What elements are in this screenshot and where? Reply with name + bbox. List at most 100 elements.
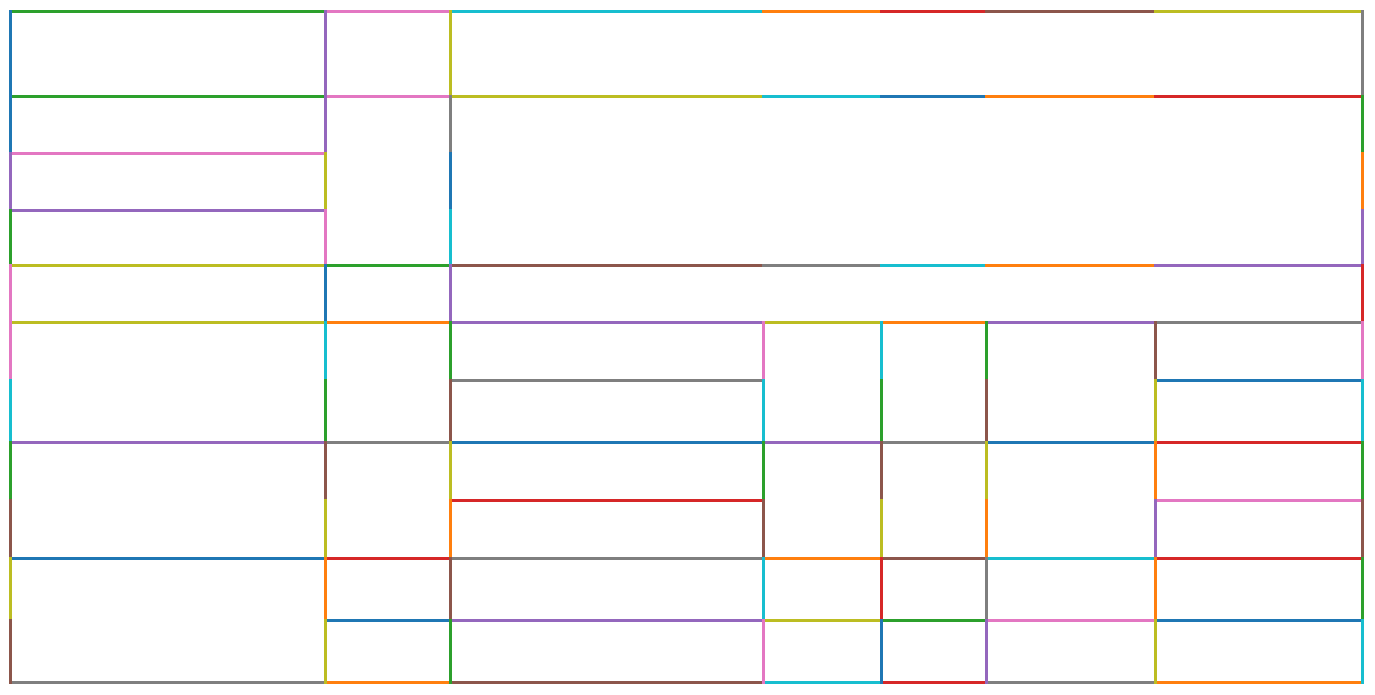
h-line-segment — [879, 263, 988, 267]
v-line-segment — [984, 378, 988, 444]
h-line-segment — [879, 9, 988, 13]
h-line-segment — [8, 320, 327, 324]
v-line-segment — [761, 556, 765, 622]
v-line-segment — [323, 208, 327, 267]
v-line-segment — [1360, 208, 1364, 267]
h-line-segment — [323, 556, 452, 560]
h-line-segment — [8, 680, 327, 684]
v-line-segment — [984, 618, 988, 684]
v-line-segment — [1153, 498, 1157, 560]
h-line-segment — [448, 556, 765, 560]
h-line-segment — [448, 9, 765, 13]
v-line-segment — [1360, 378, 1364, 444]
v-line-segment — [323, 440, 327, 502]
h-line-segment — [984, 618, 1157, 622]
v-line-segment — [8, 618, 12, 684]
v-line-segment — [1360, 263, 1364, 324]
h-line-segment — [879, 556, 988, 560]
h-line-segment — [879, 680, 988, 684]
h-line-segment — [879, 320, 988, 324]
h-line-segment — [879, 94, 988, 98]
v-line-segment — [879, 498, 883, 560]
h-line-segment — [1153, 498, 1364, 502]
h-line-segment — [984, 320, 1157, 324]
v-line-segment — [879, 378, 883, 444]
v-line-segment — [761, 498, 765, 560]
h-line-segment — [8, 208, 327, 212]
v-line-segment — [1360, 498, 1364, 560]
h-line-segment — [8, 9, 327, 13]
v-line-segment — [879, 618, 883, 684]
h-line-segment — [323, 440, 452, 444]
v-line-segment — [448, 9, 452, 98]
v-line-segment — [1153, 378, 1157, 444]
h-line-segment — [8, 263, 327, 267]
v-line-segment — [984, 556, 988, 622]
v-line-segment — [448, 263, 452, 324]
v-line-segment — [1360, 9, 1364, 98]
v-line-segment — [8, 556, 12, 622]
v-line-segment — [879, 556, 883, 622]
h-line-segment — [984, 556, 1157, 560]
v-line-segment — [761, 440, 765, 502]
v-line-segment — [1153, 618, 1157, 684]
h-line-segment — [1153, 94, 1364, 98]
v-line-segment — [448, 498, 452, 560]
h-line-segment — [8, 556, 327, 560]
v-line-segment — [761, 378, 765, 444]
h-line-segment — [761, 618, 883, 622]
v-line-segment — [448, 556, 452, 622]
h-line-segment — [323, 94, 452, 98]
v-line-segment — [323, 320, 327, 382]
h-line-segment — [761, 680, 883, 684]
h-line-segment — [1153, 440, 1364, 444]
v-line-segment — [761, 320, 765, 382]
v-line-segment — [323, 498, 327, 560]
v-line-segment — [984, 440, 988, 502]
v-line-segment — [984, 498, 988, 560]
v-line-segment — [1153, 320, 1157, 382]
v-line-segment — [448, 94, 452, 155]
v-line-segment — [323, 263, 327, 324]
v-line-segment — [8, 498, 12, 560]
h-line-segment — [761, 320, 883, 324]
h-line-segment — [1153, 9, 1364, 13]
v-line-segment — [1360, 94, 1364, 155]
v-line-segment — [448, 320, 452, 382]
h-line-segment — [448, 320, 765, 324]
v-line-segment — [8, 151, 12, 212]
h-line-segment — [8, 94, 327, 98]
v-line-segment — [448, 151, 452, 212]
v-line-segment — [8, 440, 12, 502]
h-line-segment — [761, 440, 883, 444]
v-line-segment — [879, 440, 883, 502]
v-line-segment — [1153, 556, 1157, 622]
v-line-segment — [8, 378, 12, 444]
h-line-segment — [448, 94, 765, 98]
v-line-segment — [448, 618, 452, 684]
h-line-segment — [448, 440, 765, 444]
h-line-segment — [323, 680, 452, 684]
v-line-segment — [1360, 151, 1364, 212]
v-line-segment — [1153, 440, 1157, 502]
v-line-segment — [1360, 556, 1364, 622]
v-line-segment — [1360, 320, 1364, 382]
v-line-segment — [984, 320, 988, 382]
h-line-segment — [984, 263, 1157, 267]
h-line-segment — [879, 618, 988, 622]
v-line-segment — [323, 378, 327, 444]
v-line-segment — [8, 208, 12, 267]
h-line-segment — [984, 9, 1157, 13]
v-line-segment — [448, 440, 452, 502]
h-line-segment — [1153, 556, 1364, 560]
h-line-segment — [1153, 263, 1364, 267]
h-line-segment — [761, 556, 883, 560]
v-line-segment — [8, 94, 12, 155]
h-line-segment — [448, 498, 765, 502]
v-line-segment — [323, 94, 327, 155]
h-line-segment — [761, 263, 883, 267]
h-line-segment — [1153, 378, 1364, 382]
h-line-segment — [761, 94, 883, 98]
h-line-segment — [448, 618, 765, 622]
